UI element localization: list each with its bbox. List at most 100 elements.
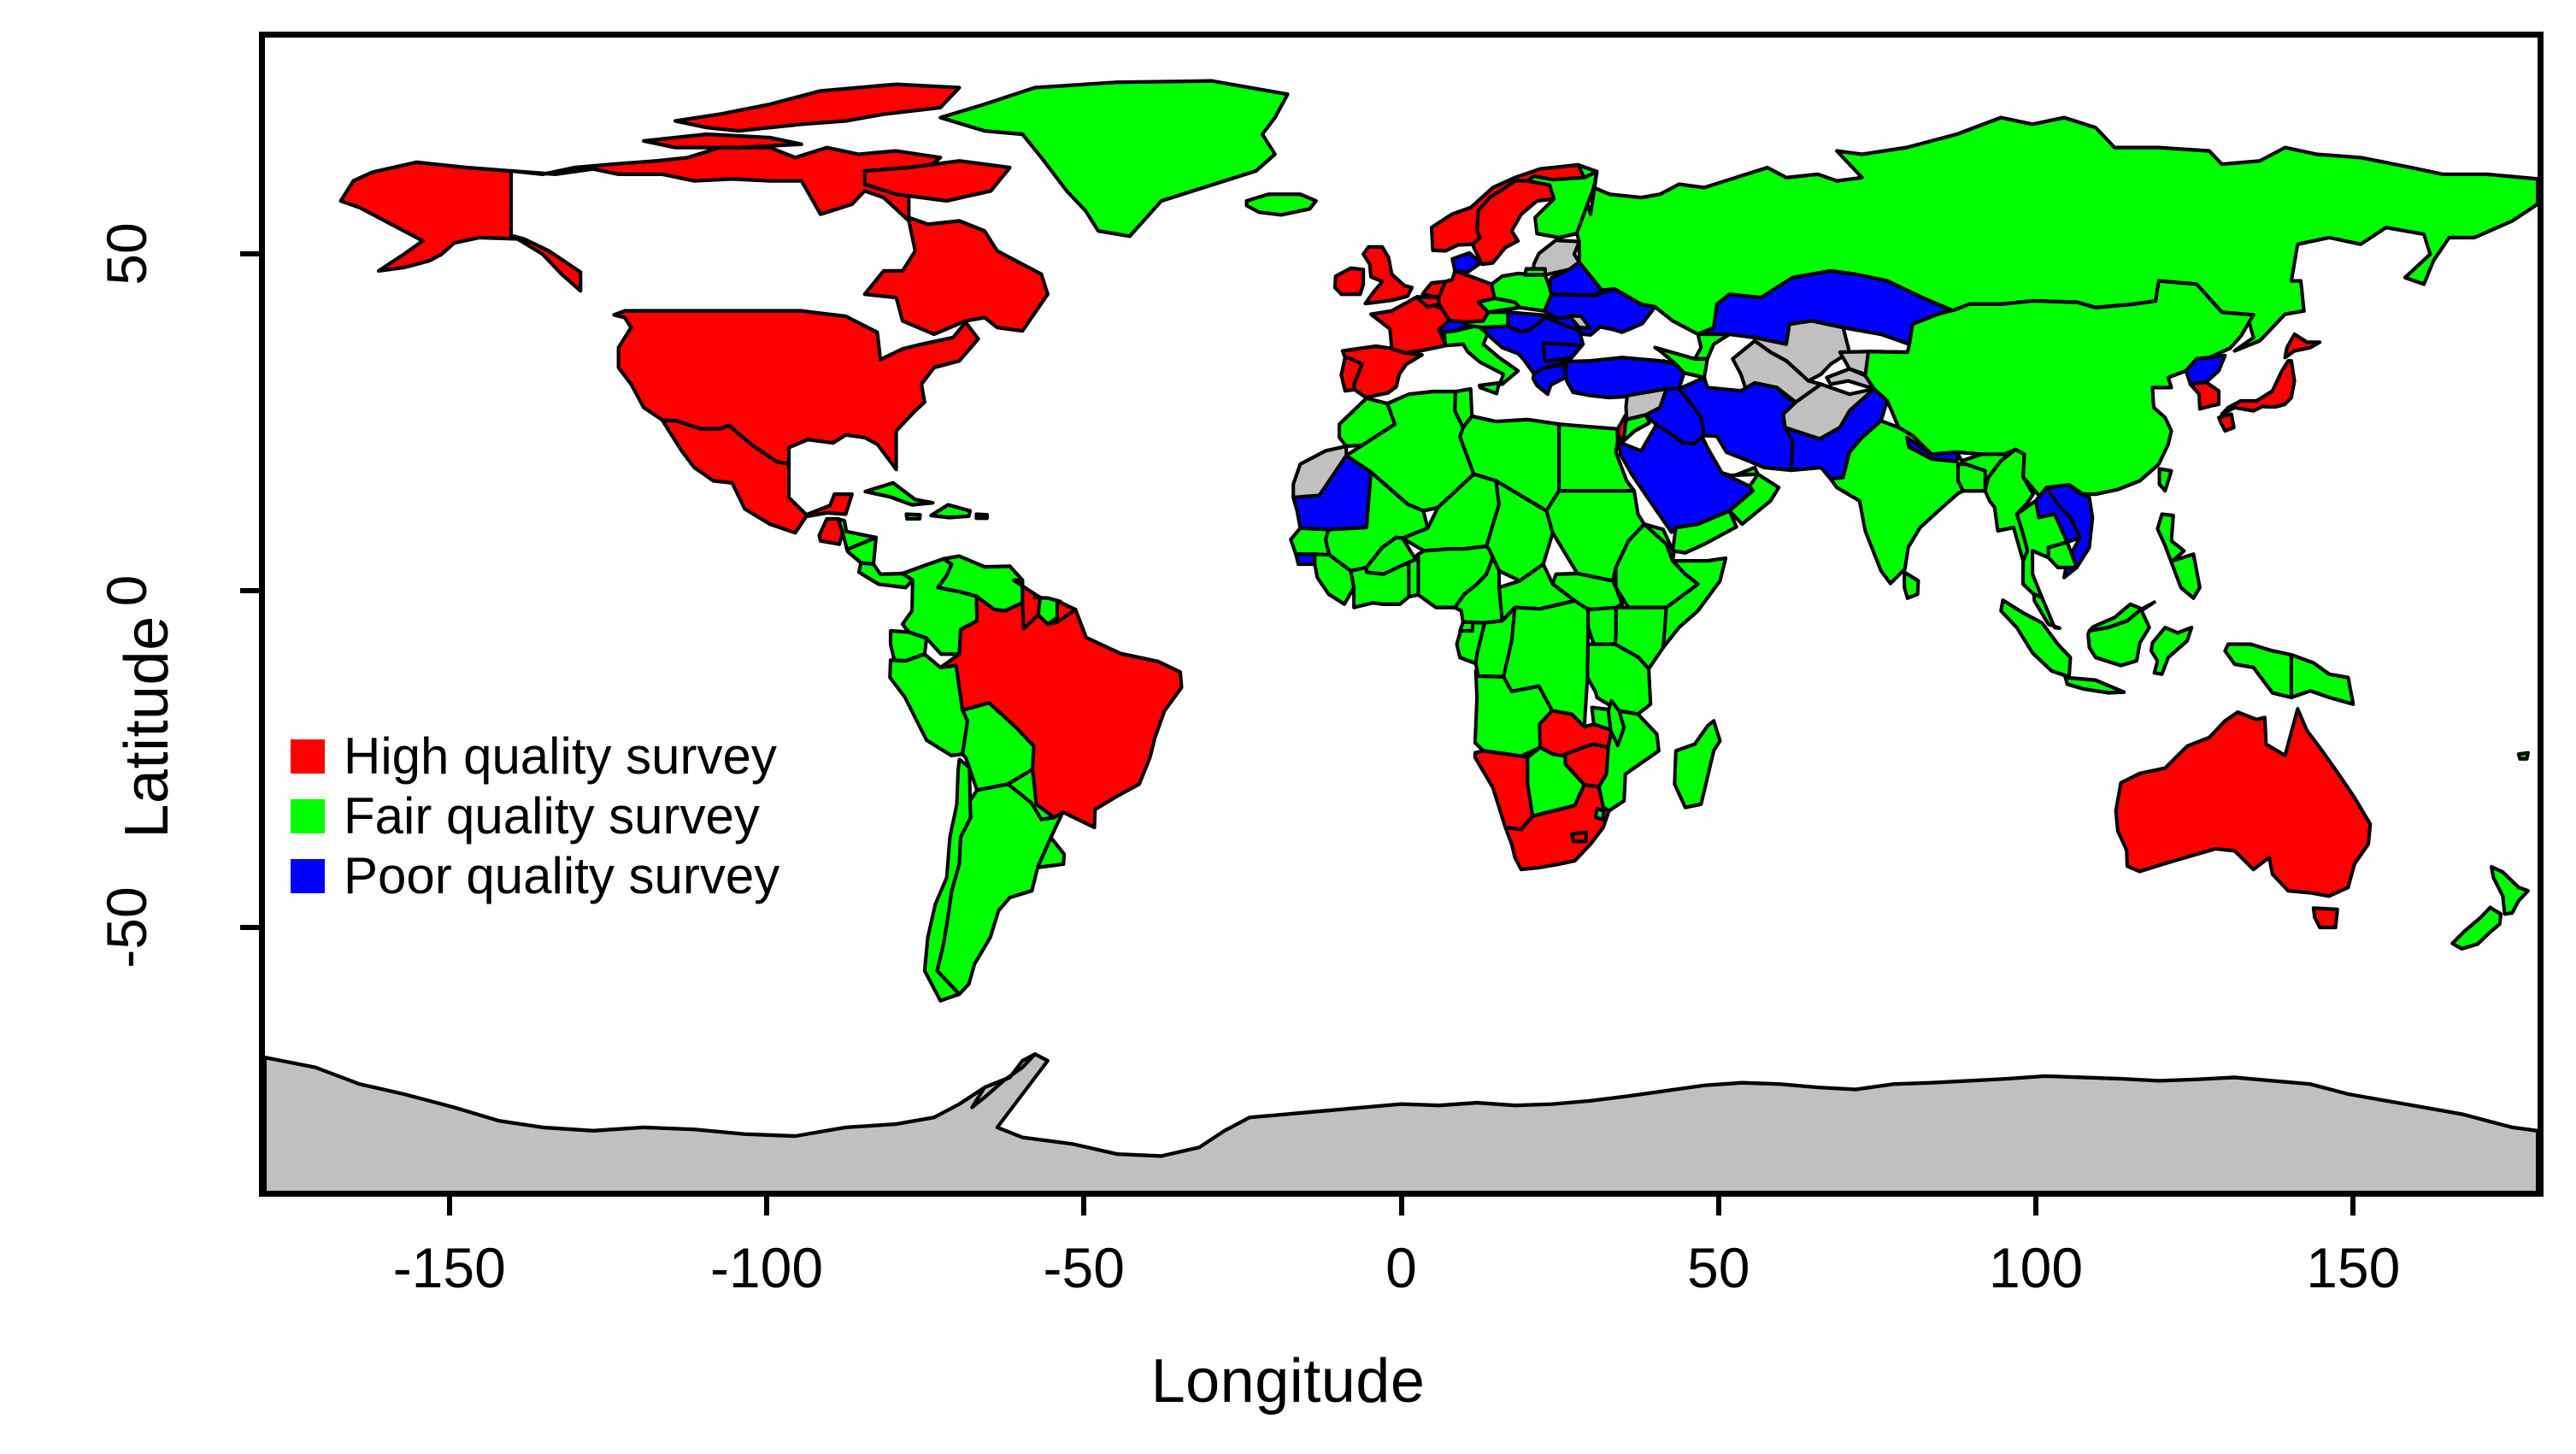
country-indonesia-kalimantan (2086, 607, 2151, 668)
country-philippines (2155, 512, 2202, 600)
country-canada (509, 145, 1050, 337)
country-burkina (1364, 535, 1418, 576)
map-legend: High quality survey Fair quality survey … (291, 730, 779, 909)
x-tick-label: 0 (1385, 1236, 1417, 1299)
country-czechia (1476, 296, 1522, 315)
country-canada-arctic2 (642, 132, 803, 150)
country-uae-qatar (1720, 465, 1760, 479)
y-tick-mark (240, 924, 259, 930)
x-tick-mark (2350, 1197, 2356, 1216)
country-greenland (938, 79, 1290, 238)
country-indonesia-sumatra (1999, 597, 2073, 679)
x-tick-mark (1715, 1197, 1721, 1216)
country-usa (612, 309, 980, 472)
country-newzealand-n (2490, 864, 2530, 916)
country-tasmania (2311, 906, 2339, 930)
country-iceland (1244, 192, 1318, 217)
legend-swatch-high-icon (291, 739, 325, 774)
country-eswatini (1593, 807, 1606, 821)
country-guinea-bissau (1294, 552, 1317, 567)
x-tick-label: 50 (1687, 1236, 1750, 1299)
country-indonesia-java (2063, 675, 2126, 695)
country-oman (1727, 472, 1781, 527)
country-somalia (1658, 556, 1728, 650)
x-axis-title: Longitude (1150, 1347, 1426, 1416)
country-sweden (1470, 179, 1556, 267)
country-namibia (1473, 749, 1535, 832)
country-russia-kalin (1523, 267, 1547, 277)
legend-label-poor: Poor quality survey (344, 847, 780, 904)
country-southafrica (1503, 782, 1611, 872)
country-png (2289, 652, 2355, 706)
country-japan-hokkaido (2283, 332, 2322, 360)
country-china (1863, 279, 2255, 498)
country-jamaica (904, 512, 922, 521)
country-northkorea (2184, 353, 2227, 386)
x-tick-label: 100 (1988, 1236, 2084, 1299)
y-tick-mark (240, 250, 259, 256)
country-denmark (1450, 250, 1483, 274)
country-moldova (1567, 314, 1592, 331)
country-greece (1531, 362, 1567, 397)
country-baltics (1531, 238, 1581, 277)
country-suriname (1032, 595, 1062, 627)
country-lesotho (1569, 830, 1588, 844)
country-fiji (2516, 751, 2530, 761)
country-togo-benin (1404, 552, 1420, 599)
country-srilanka (1903, 570, 1920, 600)
country-madagascar (1673, 719, 1722, 809)
x-tick-mark (446, 1197, 452, 1216)
country-eqguinea (1458, 620, 1474, 633)
country-italy (1442, 323, 1520, 386)
country-sicily-sard (1478, 380, 1502, 396)
country-antarctica-pen (970, 1052, 1038, 1110)
country-bulgaria (1541, 340, 1584, 364)
country-alaska (338, 160, 583, 293)
country-portugal (1339, 356, 1364, 393)
legend-item-high: High quality survey (291, 730, 779, 783)
country-cuba (863, 480, 935, 507)
country-ireland (1332, 266, 1366, 297)
country-indonesia-papua (2223, 642, 2293, 700)
legend-swatch-poor-icon (291, 859, 325, 893)
country-taiwan (2157, 467, 2173, 493)
x-tick-mark (1398, 1197, 1404, 1216)
country-guinea-sl-lib (1313, 552, 1356, 606)
country-hispaniola (929, 503, 973, 520)
legend-item-poor: Poor quality survey (291, 850, 779, 903)
country-saudi (1617, 422, 1755, 534)
country-brazil (938, 594, 1184, 830)
country-southkorea (2188, 380, 2221, 411)
country-bangladesh (1956, 462, 1987, 493)
country-myanmar (1983, 447, 2035, 563)
country-malawi (1606, 698, 1626, 748)
country-senegal (1289, 526, 1332, 557)
x-tick-mark (2033, 1197, 2038, 1216)
country-pr (974, 512, 990, 521)
country-uganda (1586, 605, 1618, 646)
country-canada-baffin (862, 159, 1012, 203)
country-uruguay (1036, 835, 1067, 869)
legend-label-fair: Fair quality survey (344, 787, 760, 845)
x-tick-label: -100 (709, 1236, 824, 1299)
country-malaysia (2032, 592, 2061, 631)
legend-swatch-fair-icon (291, 799, 325, 833)
country-japan-honshu (2220, 359, 2297, 416)
legend-item-fair: Fair quality survey (291, 790, 779, 843)
x-tick-mark (764, 1197, 769, 1216)
country-australia (2114, 707, 2373, 898)
legend-label-high: High quality survey (344, 727, 777, 785)
y-axis-title: Latitude (113, 615, 181, 839)
country-eritrea-dj (1642, 522, 1676, 563)
country-antarctica (265, 1052, 2538, 1191)
y-tick-mark (240, 587, 259, 593)
x-tick-mark (1081, 1197, 1087, 1216)
world-map-svg (265, 79, 2538, 1191)
country-belgium (1414, 295, 1441, 309)
x-tick-label: -50 (1043, 1236, 1125, 1299)
country-uk (1362, 244, 1414, 306)
x-tick-label: -150 (392, 1236, 506, 1299)
country-cameroon (1453, 556, 1504, 625)
country-newzealand-s (2450, 905, 2503, 951)
